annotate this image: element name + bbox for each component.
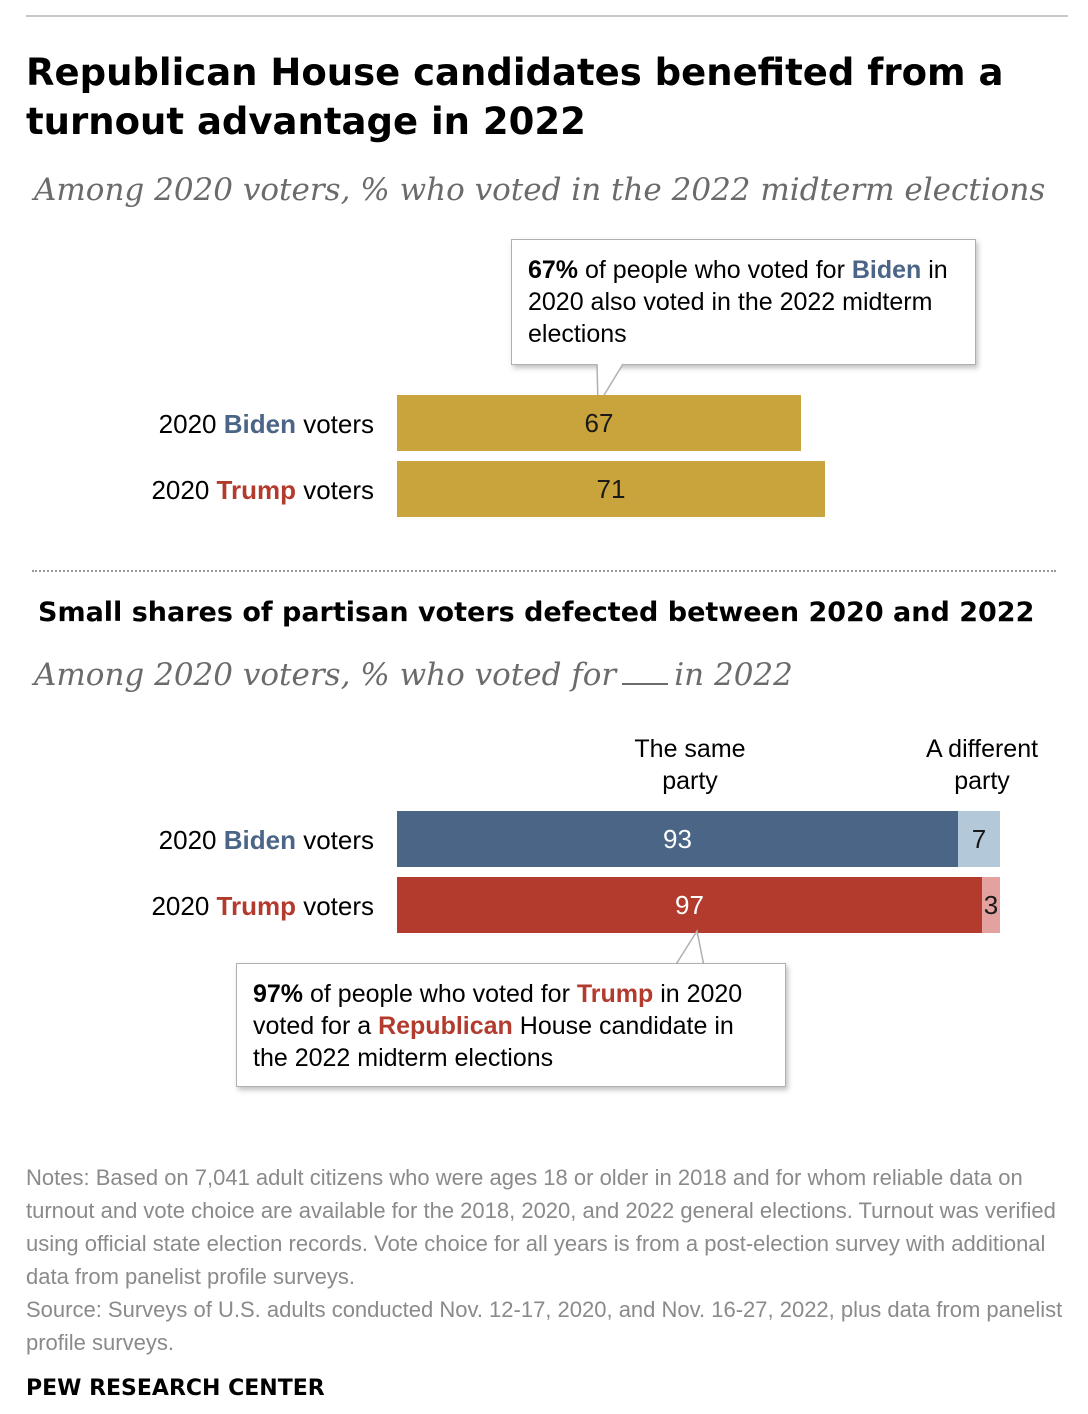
row-label-biden: 2020 Biden voters [158, 409, 374, 439]
turnout-bar: 67 [397, 395, 801, 451]
row-label-biden: 2020 Biden voters [158, 825, 374, 855]
notes: Notes: Based on 7,041 adult citizens who… [26, 1165, 1063, 1355]
bar-value-label: 71 [596, 473, 626, 504]
bar-value-label: 97 [675, 889, 704, 920]
chart-title: Republican House candidates benefited fr… [26, 51, 1004, 143]
col-head-same-party: The same party [634, 735, 746, 795]
section-divider [32, 570, 1056, 572]
callout-candidate: Trump [576, 980, 654, 1008]
callout-pct: 97% [253, 980, 304, 1008]
different-party-bar: 3 [982, 877, 1000, 933]
trump-loyalty-callout: 97% of people who voted for Trump in 202… [236, 963, 786, 1087]
callout-party: Republican [378, 1012, 513, 1040]
blank-line [622, 663, 669, 685]
chart2-subtitle: Among 2020 voters, % who voted for in 202… [34, 657, 793, 693]
bar-value-label: 93 [663, 823, 692, 854]
chart-subtitle: Among 2020 voters, % who voted in the 20… [34, 172, 1046, 208]
different-party-bar: 7 [958, 811, 1000, 867]
bar-value-label: 67 [584, 407, 614, 438]
callout-text: in 2020 also voted in the 2022 midterm e… [528, 256, 948, 348]
brand-footer: PEW RESEARCH CENTER [26, 1376, 325, 1401]
turnout-bar: 71 [397, 461, 825, 517]
callout-pct: 67% [528, 256, 579, 284]
source: Source: Surveys of U.S. adults conducted… [26, 1297, 1063, 1355]
row-label-trump: 2020 Trump voters [151, 475, 374, 505]
callout-text: of people who voted for [578, 256, 852, 284]
bar-value-label: 7 [971, 823, 987, 854]
same-party-bar: 93 [397, 811, 958, 867]
top-rule [26, 15, 1068, 17]
callout-pointer [674, 929, 705, 967]
callout-candidate: Biden [851, 256, 922, 284]
chart2-title: Small shares of partisan voters defected… [38, 597, 1035, 628]
row-label-trump: 2020 Trump voters [151, 891, 374, 921]
same-party-bar: 97 [397, 877, 982, 933]
bar-value-label: 3 [983, 889, 999, 920]
biden-turnout-callout: 67% of people who voted for Biden in 202… [511, 239, 976, 365]
col-head-different-party: A different party [925, 735, 1039, 795]
